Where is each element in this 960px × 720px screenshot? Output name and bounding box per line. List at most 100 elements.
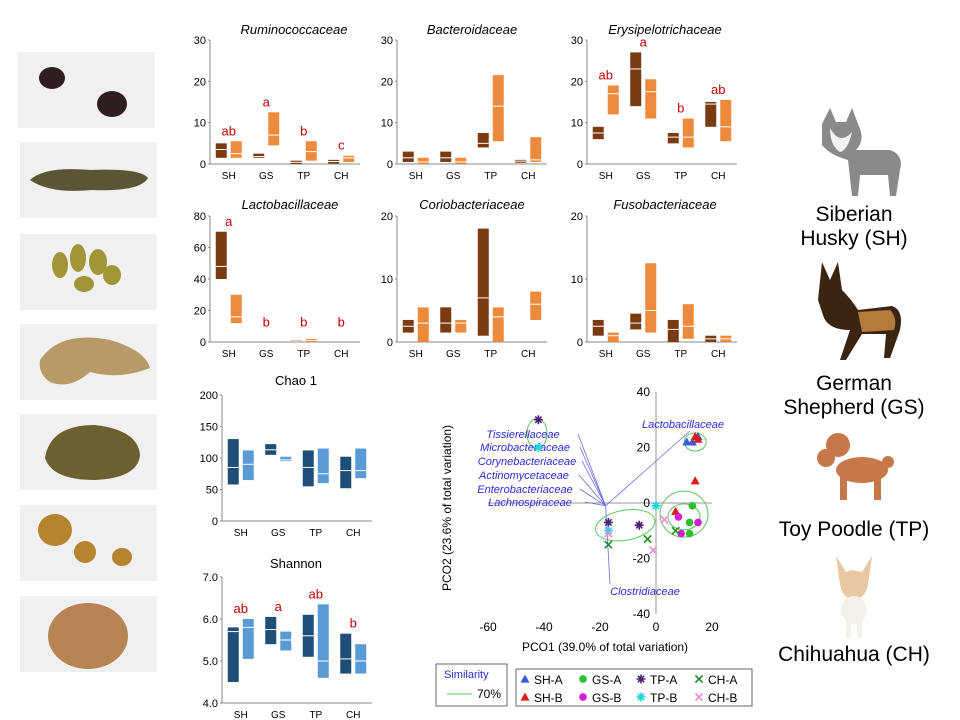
box-chart-2: Erysipelotrichaceae 0 10 20 30 SH ab GS a TP b CH ab [571, 22, 737, 182]
chart-title: Fusobacteriaceae [613, 197, 716, 212]
box-a-tp [667, 133, 679, 144]
y-tick-label: 10 [381, 118, 393, 130]
legend-label: SH-A [534, 673, 563, 687]
loading-vector [578, 474, 606, 507]
box-b-ch [355, 644, 367, 674]
box-b-sh [607, 85, 619, 115]
y-tick-label: 20 [194, 306, 206, 318]
breed-label-line: Shepherd (GS) [783, 396, 925, 420]
point-ch-a [643, 534, 652, 544]
significance-letter: ab [711, 82, 725, 97]
x-tick-label: SH [599, 171, 613, 182]
box-b-gs [280, 631, 292, 651]
box-chart-1: Bacteroidaceae 0 10 20 30 SH GS TP CH [381, 22, 547, 182]
breed-label-line: German [816, 372, 892, 395]
significance-letter: c [338, 138, 345, 153]
y-tick-label: 0 [643, 496, 650, 510]
legend-marker [636, 674, 646, 684]
pco-legend: Similarity 70% SH-A GS-A TP-A CH-A SH-B GS-B TP-… [435, 663, 753, 707]
legend-marker [520, 692, 530, 701]
chart-title: Shannon [270, 556, 322, 571]
y-tick-label: 50 [206, 485, 218, 497]
significance-letter: b [300, 123, 307, 138]
significance-letter: ab [309, 586, 323, 601]
significance-letter: b [677, 101, 684, 116]
point-ch-b [660, 515, 669, 524]
box-a-gs [630, 313, 642, 330]
box-b-sh [242, 619, 254, 659]
x-tick-label: SH [409, 349, 423, 360]
x-tick-label: TP [674, 349, 687, 360]
x-tick-label: SH [234, 710, 248, 720]
x-tick-label: CH [334, 171, 348, 182]
y-tick-label: 30 [381, 35, 393, 47]
y-tick-label: 0 [212, 516, 218, 528]
box-b-ch [355, 448, 367, 479]
similarity-value: 70% [477, 687, 501, 701]
box-b-ch [530, 291, 542, 320]
y-tick-label: 30 [571, 35, 583, 47]
vector-label: Clostridiaceae [610, 586, 680, 598]
point-tp-b [533, 443, 543, 452]
box-b-gs [455, 157, 467, 164]
box-a-sh [592, 319, 604, 336]
point-gs-b [677, 529, 686, 538]
breed-label-line: Husky (SH) [800, 227, 908, 251]
box-a-sh [215, 143, 227, 158]
loading-vector [579, 446, 606, 506]
chart-title: Lactobacillaceae [242, 197, 339, 212]
y-tick-label: -20 [633, 552, 651, 566]
chihuahua-icon [836, 556, 872, 638]
box-b-gs [645, 263, 657, 333]
group-legend-box [515, 668, 753, 707]
y-tick-label: 10 [194, 118, 206, 130]
box-b-ch [343, 155, 355, 162]
box-a-gs [253, 153, 265, 158]
x-tick-label: TP [309, 528, 322, 539]
vector-label: Actinomycetaceae [478, 470, 569, 482]
x-tick-label: SH [222, 171, 236, 182]
legend-marker [520, 674, 530, 683]
box-b-tp [492, 75, 504, 142]
y-tick-label: 20 [571, 76, 583, 88]
vector-label: Microbacteriaceae [480, 442, 570, 454]
significance-letter: a [640, 34, 648, 49]
point-tp-a [533, 415, 543, 425]
breed-label-tp: Toy Poodle (TP) [759, 518, 949, 542]
box-b-ch [530, 137, 542, 162]
significance-letter: a [225, 214, 233, 229]
box-b-sh [230, 141, 242, 158]
legend-label: GS-B [592, 691, 621, 705]
box-chart-0: Ruminococcaceae 0 10 20 30 SH ab GS a TP b CH c [194, 22, 360, 182]
legend-label: TP-B [650, 691, 677, 705]
chart-title: Ruminococcaceae [241, 22, 348, 37]
point-gs-a [685, 518, 694, 527]
box-b-tp [682, 118, 694, 148]
box-chart-5: Fusobacteriaceae 0 10 20 SH GS TP CH [571, 197, 737, 360]
box-a-sh [215, 231, 227, 279]
vector-label: Corynebacteriaceae [478, 456, 576, 468]
x-tick-label: GS [446, 349, 461, 360]
significance-letter: b [350, 616, 357, 631]
box-b-sh [607, 332, 619, 342]
x-tick-label: SH [409, 171, 423, 182]
box-b-tp [317, 604, 329, 678]
point-ch-b [604, 529, 613, 538]
y-tick-label: 20 [637, 441, 651, 455]
point-gs-a [688, 501, 697, 510]
point-tp-a [603, 517, 613, 527]
y-tick-label: 0 [577, 337, 583, 349]
breed-label-ch: Chihuahua (CH) [759, 643, 949, 667]
x-tick-label: -60 [479, 620, 497, 634]
y-tick-label: 0 [200, 159, 206, 171]
significance-letter: b [338, 314, 345, 329]
vector-label: Tissierellaceae [486, 429, 559, 441]
similarity-ellipse [595, 509, 656, 542]
y-tick-label: 0 [387, 337, 393, 349]
box-b-ch [720, 99, 732, 142]
y-axis-label: PCO2 (23.6% of total variation) [440, 425, 454, 591]
y-tick-label: 60 [194, 243, 206, 255]
x-tick-label: -40 [535, 620, 553, 634]
legend-label: CH-A [708, 673, 737, 687]
